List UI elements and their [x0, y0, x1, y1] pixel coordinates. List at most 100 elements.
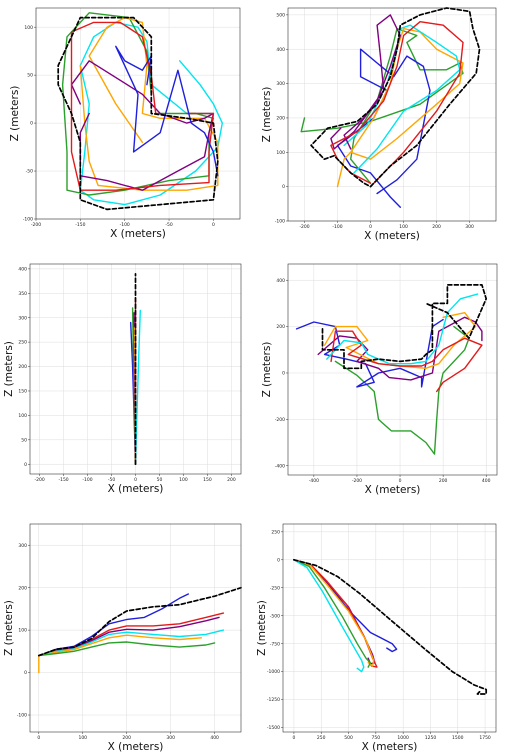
y-tick-label: -500	[270, 613, 280, 619]
trajectory-cyan	[293, 559, 365, 673]
trajectory-cyan	[326, 293, 479, 365]
x-tick-label: 1000	[397, 735, 409, 741]
x-tick-label: 200	[227, 477, 236, 483]
y-tick-label: 100	[18, 413, 27, 419]
trajectory-green	[334, 325, 470, 455]
plot-frame	[29, 263, 242, 475]
y-tick-label: 250	[18, 340, 27, 346]
x-tick-label: -200	[352, 478, 362, 484]
x-tick-label: 0	[37, 735, 40, 741]
plot-frame	[282, 523, 497, 733]
plot-frame	[287, 263, 498, 476]
trajectory-blue	[295, 318, 444, 388]
y-tick-label: 0	[282, 371, 285, 377]
y-tick-label: 500	[276, 12, 285, 18]
trajectory-cyan	[79, 21, 223, 206]
x-tick-label: -200	[299, 224, 309, 230]
trajectory-ground-truth	[321, 284, 488, 370]
plot-area	[30, 524, 241, 732]
y-tick-label: 0	[282, 184, 285, 190]
x-tick-label: -200	[34, 477, 44, 483]
y-tick-label: 200	[276, 116, 285, 122]
x-tick-label: 200	[122, 735, 131, 741]
chart-panel-2: -200 -100 0 100 200 300 -100 0 100 200 300 400 500 X …	[261, 7, 497, 242]
y-tick-label: 0	[24, 462, 27, 468]
trajectory-red	[330, 21, 464, 188]
y-tick-label: 0	[24, 670, 27, 676]
x-tick-label: 0	[399, 478, 402, 484]
x-tick-label: 0	[212, 222, 215, 228]
x-tick-label: -100	[82, 477, 92, 483]
y-tick-label: -750	[270, 641, 280, 647]
chart-panel-1: -200 -150 -100 -50 0 -100 -50 0 50 100 X (meters) Z…	[9, 7, 241, 240]
x-tick-label: 750	[372, 735, 381, 741]
trajectory-purple	[70, 60, 215, 191]
y-tick-label: -100	[275, 219, 285, 225]
x-axis-label: X (meters)	[108, 741, 164, 752]
x-axis-label: X (meters)	[364, 230, 420, 242]
y-tick-label: -100	[23, 217, 33, 223]
x-tick-label: -200	[31, 222, 41, 228]
x-tick-label: 100	[78, 735, 87, 741]
y-tick-label: 300	[18, 543, 27, 549]
trajectory-blue	[115, 45, 219, 177]
x-tick-label: 0	[369, 224, 372, 230]
y-tick-label: -250	[270, 585, 280, 591]
x-tick-label: 150	[203, 477, 212, 483]
x-tick-label: 500	[344, 735, 353, 741]
x-tick-label: 200	[432, 224, 441, 230]
trajectory-green	[293, 559, 372, 668]
x-tick-label: -100	[332, 224, 342, 230]
x-tick-label: 50	[157, 477, 163, 483]
plot-area	[283, 524, 496, 732]
y-axis-label: Z (meters)	[9, 86, 21, 142]
plot-frame	[29, 523, 242, 733]
y-tick-label: -400	[275, 463, 285, 469]
y-tick-label: 300	[18, 315, 27, 321]
y-tick-label: 150	[18, 389, 27, 395]
y-tick-label: -1250	[267, 697, 280, 703]
x-tick-label: 0	[292, 735, 295, 741]
y-tick-label: 50	[21, 437, 27, 443]
trajectory-green	[38, 641, 216, 657]
x-tick-label: 100	[179, 477, 188, 483]
y-tick-label: 400	[276, 47, 285, 53]
y-axis-label: Z (meters)	[261, 87, 273, 143]
plot-frame	[287, 7, 497, 222]
chart-panel-3: -200 -150 -100 -50 0 50 100 150 200 0 50 100 150 200 2…	[3, 263, 242, 495]
x-axis-label: X (meters)	[365, 484, 421, 496]
y-tick-label: 100	[18, 628, 27, 634]
chart-panel-6: 0 250 500 750 1000 1250 1500 1750 -1500 -1250 -100…	[256, 523, 497, 752]
y-tick-label: -100	[17, 713, 27, 719]
x-tick-label: 0	[134, 477, 137, 483]
x-axis-label: X (meters)	[362, 741, 418, 752]
y-tick-label: -200	[275, 417, 285, 423]
x-tick-label: -150	[75, 222, 85, 228]
y-tick-label: -1000	[267, 669, 280, 675]
y-tick-label: 200	[18, 585, 27, 591]
y-tick-label: 200	[18, 364, 27, 370]
trajectory-red	[330, 330, 483, 393]
y-axis-label: Z (meters)	[3, 600, 15, 656]
x-tick-label: -150	[58, 477, 68, 483]
trajectory-ground-truth	[37, 586, 242, 657]
trajectory-ground-truth	[57, 16, 219, 211]
x-tick-label: 400	[482, 478, 491, 484]
y-tick-label: 400	[18, 266, 27, 272]
x-tick-label: -400	[309, 478, 319, 484]
y-tick-label: 300	[276, 81, 285, 87]
x-tick-label: -100	[120, 222, 130, 228]
x-tick-label: 1750	[479, 735, 491, 741]
y-tick-label: -1500	[267, 725, 280, 731]
y-tick-label: 400	[276, 278, 285, 284]
plot-frame	[35, 7, 241, 220]
trajectory-orange	[336, 27, 464, 188]
y-tick-label: 200	[276, 324, 285, 330]
x-tick-label: 250	[317, 735, 326, 741]
x-tick-label: 1500	[452, 735, 464, 741]
x-tick-label: 300	[465, 224, 474, 230]
x-tick-label: 200	[439, 478, 448, 484]
y-axis-label: Z (meters)	[3, 341, 15, 397]
trajectory-orange	[293, 559, 375, 667]
